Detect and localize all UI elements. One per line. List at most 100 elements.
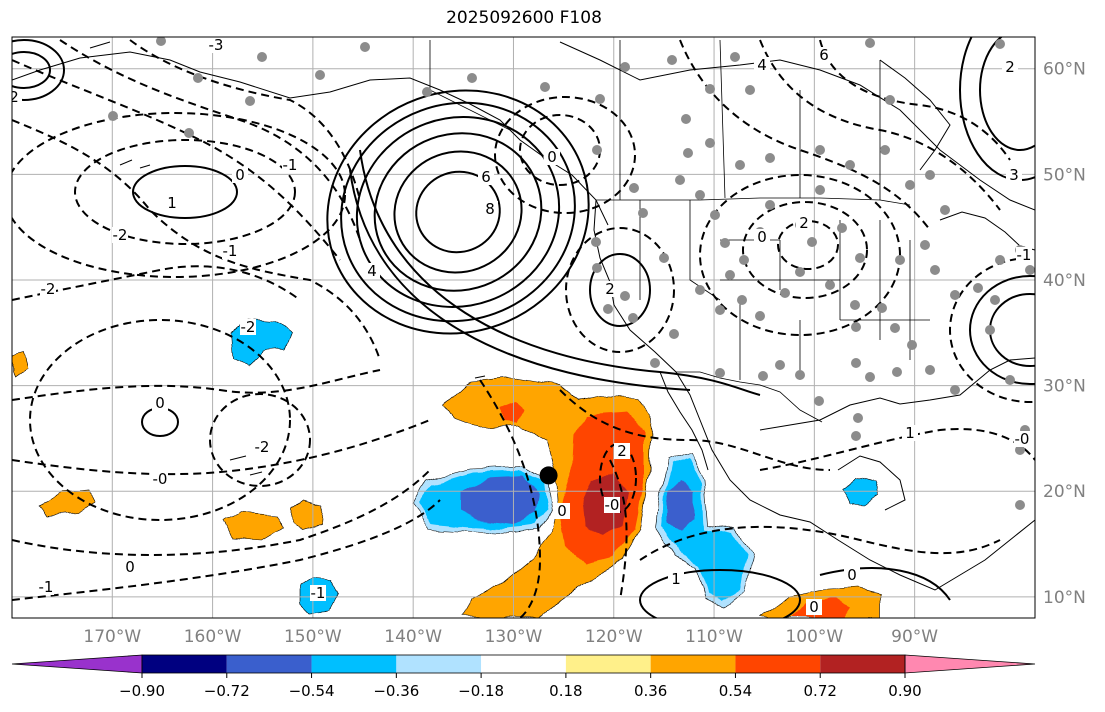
contour-label: -1 [311,584,326,602]
contour-label: 0 [847,566,857,584]
contour-label: -1 [223,242,238,260]
station-dot [755,311,765,321]
station-dot [845,160,855,170]
contour-sub-1 [209,393,311,487]
contour-label-bg [364,263,380,279]
contour-label-bg [152,471,168,487]
station-dot [815,145,825,155]
lon-tick-label: 90°W [891,627,938,647]
station-dot [930,265,940,275]
station-dot [807,237,817,247]
station-dot [156,37,166,46]
station-dot [850,300,860,310]
contour-gulf-high-0 [415,170,501,254]
station-dot [628,313,638,323]
station-dot [855,253,865,263]
contour-label-bg [112,227,128,243]
station-dot [591,237,601,247]
longitude-axis: 170°W 160°W 150°W 140°W 130°W 120°W 110°W 100°W… [83,627,938,647]
contour-label: 2 [1005,58,1015,76]
contour-label: 1 [905,424,915,442]
station-dot [950,290,960,300]
contour-label-bg [122,559,138,575]
contour-label: -1 [1017,246,1032,264]
colorbar-tick-label: 0.18 [549,682,582,700]
station-dot [108,111,118,121]
contour-sub-2 [12,419,431,476]
contour-gulf-high-tail-b [349,169,691,391]
station-dot [638,208,648,218]
lon-tick-label: 130°W [485,627,543,647]
station-dot [995,255,1005,265]
station-dot [659,253,669,263]
contour-nw-c [129,39,361,201]
station-dot [675,175,685,185]
station-dot [595,94,605,104]
station-dot [853,413,863,423]
station-dot [620,291,630,301]
contour-nw-d [12,119,381,361]
contour-west-low-1 [12,51,51,89]
station-dot [765,200,775,210]
station-dot [1005,375,1015,385]
station-dot [892,367,902,377]
station-dot [851,431,861,441]
coastline-us-west [593,199,1035,591]
colorbar-tick-label: 0.36 [634,682,667,700]
contour-label-bg [232,167,248,183]
station-dot [683,148,693,158]
contour-label: 6 [819,46,829,64]
contour-label-bg [12,89,22,105]
station-dot [877,303,887,313]
latitude-axis: 10°N 20°N 30°N 40°N 50°N 60°N [1043,60,1086,608]
colorbar-tick-label: −0.18 [458,682,504,700]
station-dot [865,38,875,48]
contour-sw-high-1 [565,227,675,353]
station-dot [775,360,785,370]
station-dot [315,70,325,80]
contour-label: -2 [255,438,270,456]
colorbar-segment [142,655,227,673]
station-dot [705,84,715,94]
contour-nw-a [12,59,341,261]
station-dot [990,295,1000,305]
station-dot [720,238,730,248]
station-dot [705,138,715,148]
station-dot [815,185,825,195]
lat-tick-label: 30°N [1043,377,1086,397]
contour-sub-7 [609,459,628,601]
contour-canada-b [759,39,1001,211]
contour-sub-9 [639,525,1001,561]
station-dot [667,55,677,65]
station-dot [620,62,630,72]
contour-label: 0 [235,166,245,184]
contour-label: 6 [481,168,491,186]
colorbar-segment [226,655,312,673]
contour-label: 0 [757,228,767,246]
station-dot [730,52,740,62]
contour-ne-0 [979,37,1035,151]
border-us-mexico [676,371,823,423]
contour-sub-4 [12,499,441,601]
station-dot [950,385,960,395]
station-dot [710,210,720,220]
contour-gulf-high-1 [393,150,523,274]
coastline-islands [89,41,486,476]
station-dot [650,358,660,368]
colorbar-segment [481,655,566,673]
station-dot [765,153,775,163]
station-dot [780,288,790,298]
fill-pos-hawaii-3 [291,499,323,531]
contour-nw-b [59,39,361,241]
contour-label: -2 [241,318,256,336]
lon-tick-label: 160°W [184,627,242,647]
contour-label-bg [254,439,270,455]
station-dot [695,190,705,200]
colorbar-tick-label: −0.54 [289,682,335,700]
contour-centam-1 [819,567,951,601]
lat-tick-label: 20°N [1043,482,1086,502]
contour-plains-high-0 [777,220,839,270]
station-dot [995,39,1005,49]
contour-label-bg [902,425,918,441]
